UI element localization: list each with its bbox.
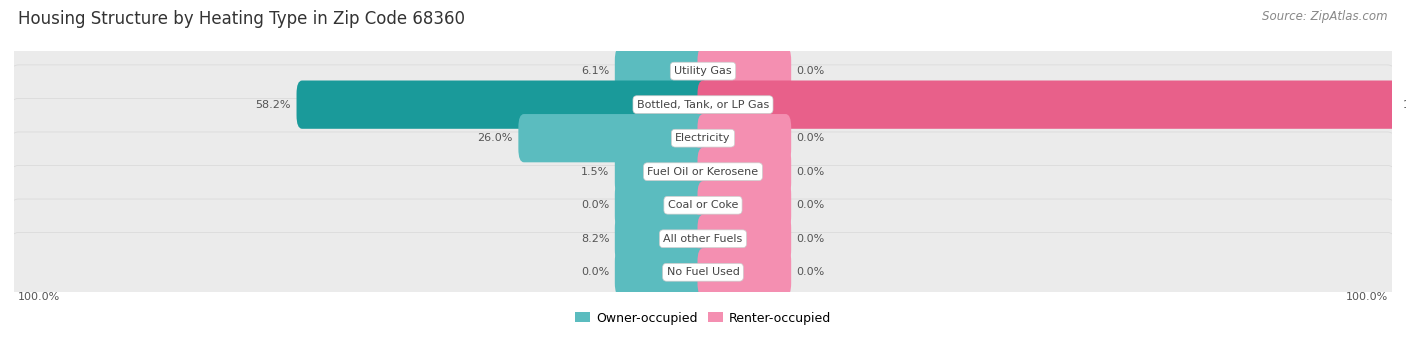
FancyBboxPatch shape	[697, 81, 1398, 129]
FancyBboxPatch shape	[614, 148, 709, 196]
FancyBboxPatch shape	[614, 248, 709, 296]
Text: 0.0%: 0.0%	[797, 133, 825, 143]
Text: 0.0%: 0.0%	[797, 200, 825, 210]
FancyBboxPatch shape	[7, 199, 1399, 278]
Text: 0.0%: 0.0%	[797, 167, 825, 177]
FancyBboxPatch shape	[7, 99, 1399, 178]
Text: No Fuel Used: No Fuel Used	[666, 267, 740, 277]
FancyBboxPatch shape	[697, 181, 792, 230]
Legend: Owner-occupied, Renter-occupied: Owner-occupied, Renter-occupied	[569, 307, 837, 329]
Text: Coal or Coke: Coal or Coke	[668, 200, 738, 210]
Text: 0.0%: 0.0%	[797, 267, 825, 277]
Text: 0.0%: 0.0%	[581, 200, 609, 210]
FancyBboxPatch shape	[697, 248, 792, 296]
FancyBboxPatch shape	[614, 47, 709, 95]
FancyBboxPatch shape	[7, 166, 1399, 245]
FancyBboxPatch shape	[7, 233, 1399, 312]
Text: 6.1%: 6.1%	[581, 66, 609, 76]
FancyBboxPatch shape	[519, 114, 709, 162]
Text: Utility Gas: Utility Gas	[675, 66, 731, 76]
FancyBboxPatch shape	[7, 65, 1399, 144]
FancyBboxPatch shape	[7, 31, 1399, 111]
Text: 58.2%: 58.2%	[256, 100, 291, 109]
FancyBboxPatch shape	[614, 215, 709, 263]
Text: All other Fuels: All other Fuels	[664, 234, 742, 244]
Text: 100.0%: 100.0%	[1346, 292, 1388, 302]
Text: 0.0%: 0.0%	[797, 234, 825, 244]
Text: Bottled, Tank, or LP Gas: Bottled, Tank, or LP Gas	[637, 100, 769, 109]
Text: 0.0%: 0.0%	[797, 66, 825, 76]
Text: 26.0%: 26.0%	[478, 133, 513, 143]
Text: 8.2%: 8.2%	[581, 234, 609, 244]
Text: 1.5%: 1.5%	[581, 167, 609, 177]
FancyBboxPatch shape	[297, 81, 709, 129]
FancyBboxPatch shape	[7, 132, 1399, 211]
FancyBboxPatch shape	[697, 148, 792, 196]
Text: 100.0%: 100.0%	[1403, 100, 1406, 109]
FancyBboxPatch shape	[697, 114, 792, 162]
Text: Housing Structure by Heating Type in Zip Code 68360: Housing Structure by Heating Type in Zip…	[18, 10, 465, 28]
Text: 100.0%: 100.0%	[18, 292, 60, 302]
Text: Fuel Oil or Kerosene: Fuel Oil or Kerosene	[647, 167, 759, 177]
FancyBboxPatch shape	[697, 215, 792, 263]
Text: Source: ZipAtlas.com: Source: ZipAtlas.com	[1263, 10, 1388, 23]
FancyBboxPatch shape	[697, 47, 792, 95]
Text: 0.0%: 0.0%	[581, 267, 609, 277]
FancyBboxPatch shape	[614, 181, 709, 230]
Text: Electricity: Electricity	[675, 133, 731, 143]
